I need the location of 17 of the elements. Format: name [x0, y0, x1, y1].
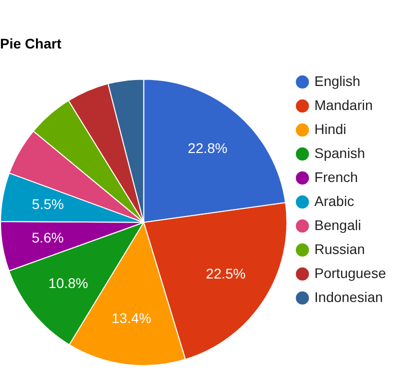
legend-label: Portuguese: [314, 264, 386, 281]
data-label: 5.6%: [32, 230, 64, 246]
legend-label: French: [314, 168, 358, 185]
legend-label: Arabic: [314, 192, 354, 209]
legend-label: English: [314, 72, 360, 89]
data-label: 10.8%: [48, 274, 88, 291]
chart-title: Pie Chart: [0, 35, 62, 52]
legend-label: Russian: [314, 240, 365, 257]
legend-label: Mandarin: [314, 96, 373, 113]
data-label: 22.5%: [206, 266, 246, 282]
legend-label: Indonesian: [314, 288, 383, 305]
legend-label: Bengali: [314, 216, 362, 233]
data-label: 5.5%: [32, 196, 64, 212]
data-label: 22.8%: [188, 140, 228, 156]
data-label: 13.4%: [112, 310, 152, 326]
legend-label: Spanish: [314, 144, 365, 161]
legend-label: Hindi: [314, 120, 346, 137]
